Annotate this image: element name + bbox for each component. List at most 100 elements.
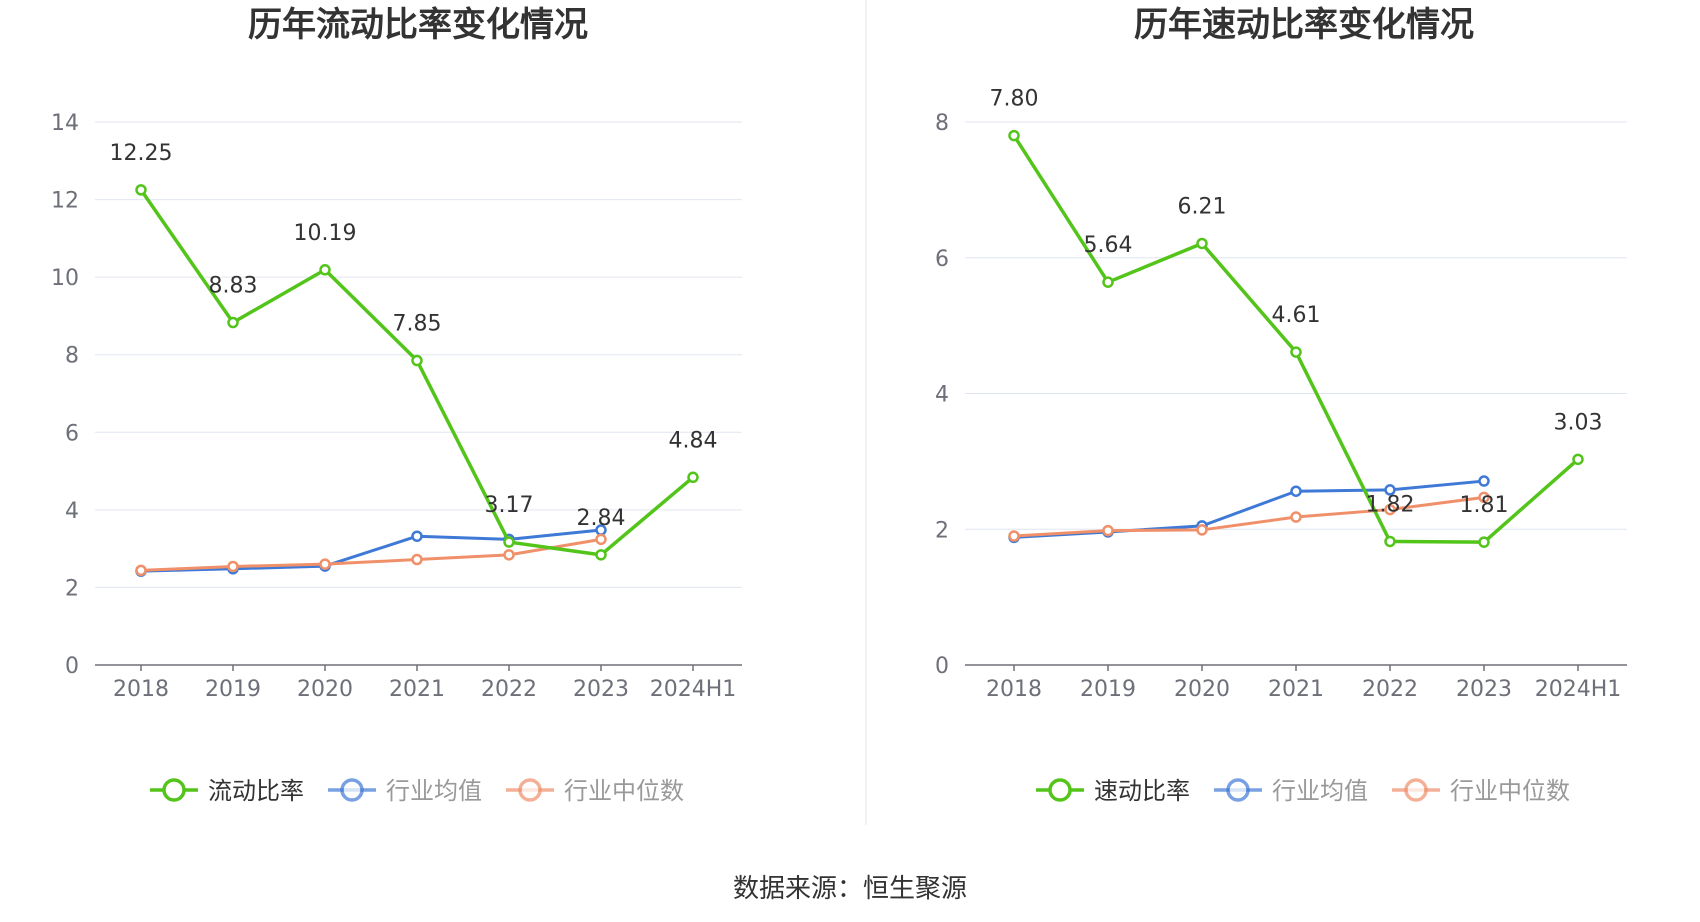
data-source-note: 数据来源：恒生聚源 [732,874,967,904]
series-line-2 [140,528,602,573]
data-label: 1.82 [1366,492,1415,517]
y-tick-label: 2 [65,576,79,601]
chart-title: 历年速动比率变化情况 [1134,5,1474,45]
legend-marker [1226,778,1250,802]
data-point [1478,491,1490,504]
data-point [1008,129,1020,142]
x-tick-label: 2022 [481,677,537,702]
chart-title: 历年流动比率变化情况 [248,5,588,45]
series-line-3 [1013,495,1485,538]
data-point [1102,276,1114,288]
data-point [411,354,423,367]
x-tick-label: 2019 [205,677,261,702]
y-tick-label: 14 [51,111,79,136]
x-tick-label: 2021 [389,677,445,702]
data-point [503,549,515,561]
data-label: 2.84 [577,506,626,531]
legend-marker [518,778,542,802]
data-label: 5.64 [1084,233,1133,258]
data-point [1478,475,1490,487]
y-tick-label: 4 [65,499,79,524]
data-label: 7.80 [990,87,1039,112]
legend-label: 行业中位数 [564,777,684,805]
x-tick-label: 2020 [1174,677,1230,702]
data-point [135,184,147,196]
data-point [687,471,699,484]
data-point [1290,485,1302,497]
data-point [411,530,423,542]
legend-item-1: 流动比率 [150,777,304,805]
data-label: 3.17 [485,493,534,518]
data-point [1572,453,1584,466]
x-tick-label: 2021 [1268,677,1324,702]
data-point [1478,536,1490,548]
data-point [1196,237,1208,250]
x-tick-label: 2022 [1362,677,1418,702]
series-line-3 [140,537,602,572]
y-tick-label: 8 [935,111,949,136]
y-tick-label: 12 [51,189,79,214]
data-point [1384,484,1396,496]
data-label: 7.85 [393,312,442,337]
y-tick-label: 2 [935,518,949,543]
legend-item-2: 行业均值 [1214,777,1368,805]
legend-item-3: 行业中位数 [1392,777,1570,805]
data-point [1102,524,1114,537]
y-tick-label: 0 [65,654,79,679]
data-point [1290,346,1302,358]
legend-marker [1404,778,1428,802]
data-label: 8.83 [209,274,258,299]
data-point [1008,530,1020,542]
x-tick-label: 2024H1 [650,677,737,702]
y-tick-label: 8 [65,344,79,369]
x-tick-label: 2020 [297,677,353,702]
data-label: 3.03 [1554,410,1603,435]
data-point [1384,535,1396,548]
series-line-1 [1012,134,1580,544]
x-tick-label: 2023 [573,677,629,702]
data-point [503,536,515,548]
legend-item-3: 行业中位数 [506,777,684,805]
data-label: 4.61 [1272,303,1321,328]
data-label: 6.21 [1178,194,1227,219]
data-point [227,316,239,329]
x-tick-label: 2019 [1080,677,1136,702]
legend-label: 行业均值 [386,777,482,805]
series-line-1 [139,188,695,557]
y-tick-label: 6 [935,247,949,272]
data-point [595,533,607,546]
y-tick-label: 0 [935,654,949,679]
data-point [1290,511,1302,523]
y-tick-label: 10 [51,266,79,291]
data-point [319,558,331,570]
data-point [1384,503,1396,516]
legend-label: 行业均值 [1272,777,1368,805]
legend-marker [162,778,186,802]
legend-item-1: 速动比率 [1036,777,1190,805]
data-point [411,553,423,566]
legend-label: 速动比率 [1094,777,1190,805]
data-point [595,549,607,561]
legend-marker [1048,778,1072,802]
legend-item-2: 行业均值 [328,777,482,805]
data-point [135,564,147,577]
data-point [319,264,331,276]
y-tick-label: 6 [65,421,79,446]
x-tick-label: 2023 [1456,677,1512,702]
y-tick-label: 4 [935,383,949,408]
data-point [227,560,239,573]
chart-panel-2: 历年速动比率变化情况 0 2 4 6 8 2018 2019 2020 2021 2022 2023 2… [935,5,1627,805]
data-label: 1.81 [1460,493,1509,518]
data-point [1196,524,1208,536]
chart-panel-1: 历年流动比率变化情况 0 2 4 6 8 10 12 14 2018 2019 2020 2021 202… [51,5,742,805]
legend-label: 行业中位数 [1450,777,1570,805]
legend-label: 流动比率 [208,777,304,805]
data-label: 12.25 [110,141,173,166]
legend-marker [340,778,364,802]
data-label: 10.19 [294,221,357,246]
x-tick-label: 2018 [986,677,1042,702]
data-label: 4.84 [669,428,718,453]
x-tick-label: 2018 [113,677,169,702]
x-tick-label: 2024H1 [1535,677,1622,702]
